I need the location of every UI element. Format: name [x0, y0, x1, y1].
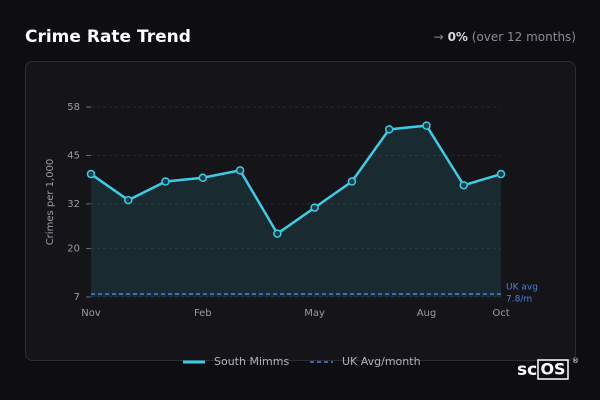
point — [124, 195, 133, 205]
legend: South Mimms UK Avg/month — [183, 355, 421, 368]
point — [310, 203, 319, 212]
y-tick-label: 45 — [67, 150, 80, 161]
y-tick-label: 58 — [67, 102, 80, 113]
point — [198, 173, 208, 183]
point — [422, 121, 431, 130]
point — [161, 177, 170, 186]
point — [384, 125, 394, 134]
brand-mark: ® — [572, 357, 579, 365]
reference-value-label: 7.8/m — [506, 295, 532, 305]
y-axis-label: Crimes per 1,000 — [45, 159, 56, 246]
y-tick-label: 32 — [67, 199, 80, 210]
change-note: (over 12 months) — [472, 30, 576, 44]
change-arrow: → — [434, 30, 444, 44]
x-tick-label: Oct — [492, 308, 509, 319]
point — [496, 169, 506, 179]
brand-box-text: OS — [540, 360, 565, 379]
chart-card — [25, 61, 576, 361]
point — [459, 180, 468, 190]
point — [273, 229, 282, 238]
point — [86, 169, 96, 179]
area — [91, 125, 501, 298]
plot: 7 20 32 45 58 Nov Feb May Aug Oct UK avg 7.8/m — [67, 102, 538, 319]
title: Crime Rate Trend — [25, 27, 191, 47]
legend-label: South Mimms — [214, 355, 289, 368]
brand-prefix: sc — [517, 360, 537, 380]
y-tick-label: 7 — [74, 292, 80, 303]
change-summary: → 0% (over 12 months) — [434, 30, 576, 44]
point — [347, 177, 357, 186]
reference-annotation: UK avg — [506, 283, 538, 293]
y-tick-label: 20 — [67, 244, 80, 255]
x-tick-label: Feb — [194, 308, 212, 319]
legend-label: UK Avg/month — [342, 355, 421, 368]
change-value: 0% — [448, 30, 468, 44]
brand-box — [537, 359, 569, 380]
x-tick-label: Aug — [417, 308, 437, 319]
x-tick-label: May — [304, 308, 325, 319]
x-tick-label: Nov — [81, 308, 101, 319]
line — [90, 124, 502, 235]
point — [235, 166, 245, 175]
